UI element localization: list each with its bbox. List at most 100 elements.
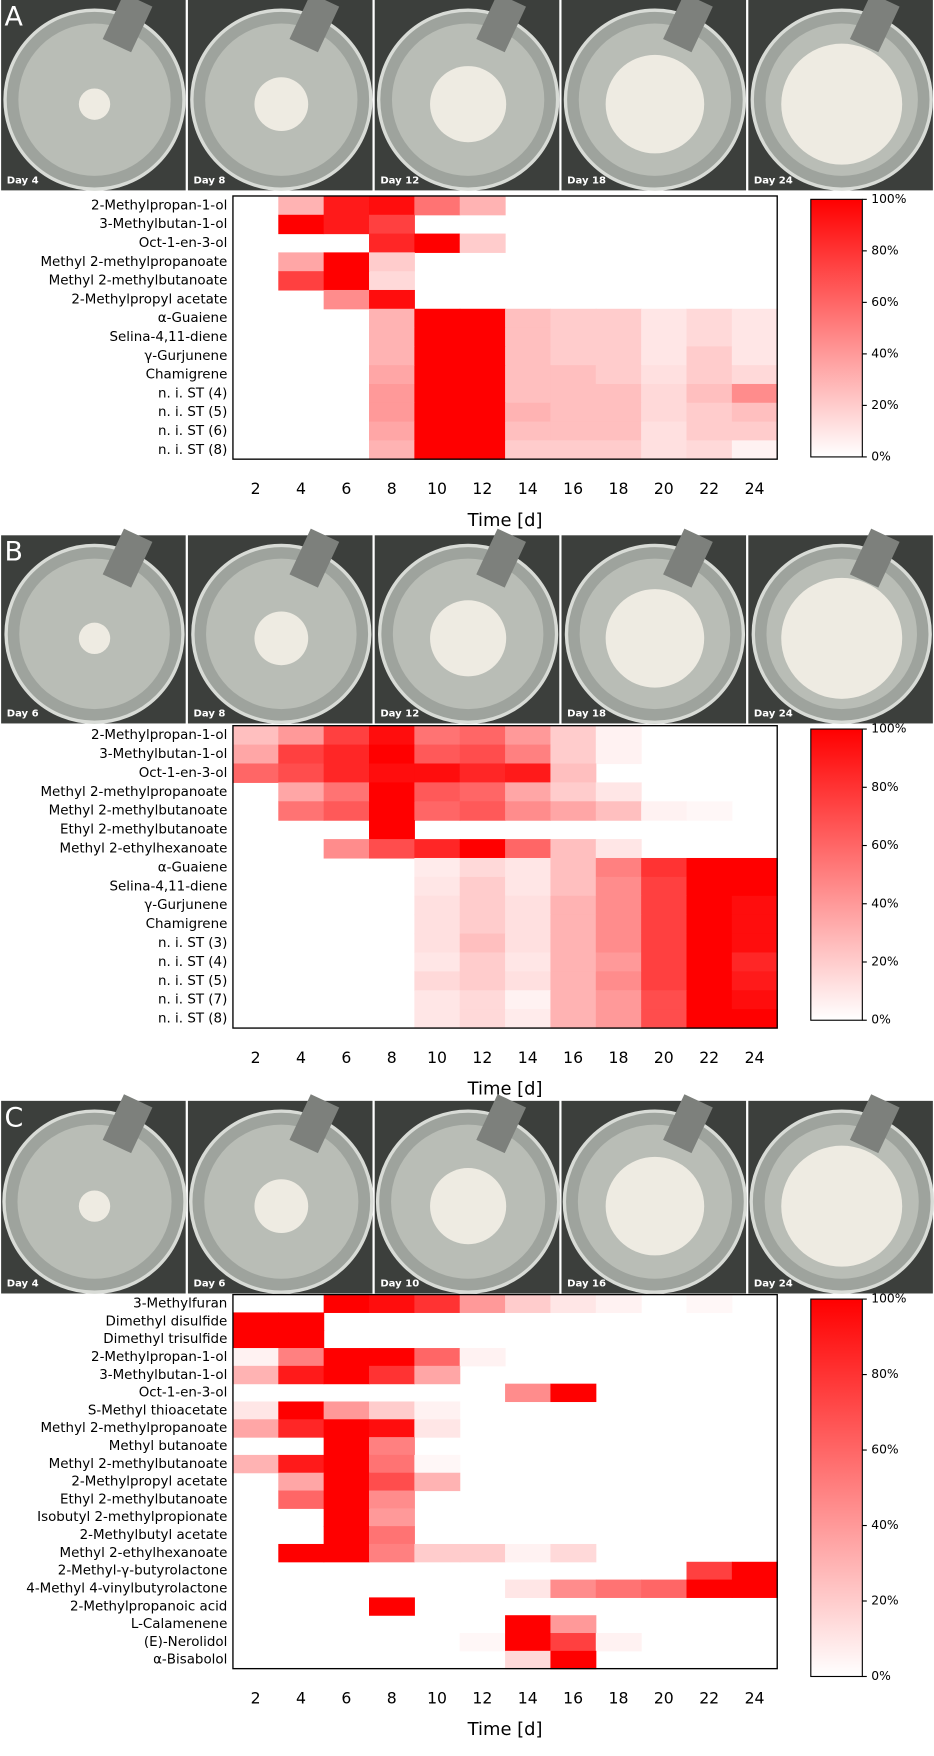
heatmap-cell — [732, 309, 778, 328]
panel-letter: B — [4, 537, 22, 568]
heatmap-cell — [505, 726, 551, 745]
x-tick-label: 22 — [699, 479, 719, 498]
heatmap-cell — [414, 896, 460, 915]
heatmap-cell — [687, 1562, 733, 1580]
heatmap-cell — [505, 971, 551, 990]
heatmap-cell — [596, 990, 642, 1009]
heatmap-cell — [324, 1455, 370, 1473]
heatmap-cell — [369, 440, 415, 459]
row-label: 3-Methylbutan-1-ol — [99, 747, 227, 762]
row-label: n. i. ST (3) — [158, 936, 227, 951]
heatmap-cell — [369, 1473, 415, 1491]
heatmap-cell — [278, 1312, 324, 1330]
heatmap-cell — [369, 745, 415, 764]
heatmap-cell — [233, 763, 279, 782]
heatmap-cell — [414, 403, 460, 422]
heatmap-cell — [550, 1615, 596, 1633]
heatmap-cell — [414, 234, 460, 253]
heatmap-cell — [596, 309, 642, 328]
heatmap-cell — [505, 1544, 551, 1562]
x-axis-title: Time [d] — [467, 1719, 543, 1740]
row-label: (E)-Nerolidol — [144, 1635, 227, 1650]
heatmap-cell — [732, 915, 778, 934]
heatmap-cell — [732, 440, 778, 459]
row-label: S-Methyl thioacetate — [88, 1403, 227, 1418]
row-label: 3-Methylbutan-1-ol — [99, 217, 227, 232]
heatmap-cell — [369, 1455, 415, 1473]
heatmap-cell — [732, 403, 778, 422]
heatmap-cell — [324, 271, 370, 290]
photo-label: Day 6 — [7, 708, 39, 719]
x-tick-label: 22 — [699, 1688, 719, 1707]
heatmap-cell — [505, 839, 551, 858]
photo-label: Day 12 — [380, 175, 419, 186]
heatmap-cell — [641, 1580, 687, 1598]
heatmap-cell — [414, 346, 460, 365]
x-tick-label: 18 — [608, 479, 628, 498]
heatmap-cell — [550, 952, 596, 971]
row-label: n. i. ST (5) — [158, 405, 227, 420]
x-tick-label: 24 — [745, 1048, 765, 1067]
heatmap-cell — [687, 896, 733, 915]
heatmap-cell — [550, 801, 596, 820]
heatmap-cell — [324, 1491, 370, 1509]
heatmap-cell — [369, 820, 415, 839]
heatmap-cell — [641, 403, 687, 422]
x-tick-label: 12 — [472, 1048, 492, 1067]
fungal-colony — [606, 589, 705, 688]
heatmap-cell — [641, 801, 687, 820]
row-label: γ-Gurjunene — [144, 898, 227, 913]
heatmap-cell — [233, 1312, 279, 1330]
heatmap-cell — [460, 309, 506, 328]
heatmap-cell — [278, 252, 324, 271]
photo-label: Day 12 — [380, 708, 419, 719]
photo-label: Day 8 — [194, 175, 226, 186]
heatmap-cell — [278, 196, 324, 215]
row-label: Methyl 2-methylbutanoate — [49, 274, 228, 289]
heatmap-cell — [324, 1401, 370, 1419]
heatmap-cell — [550, 328, 596, 347]
heatmap-cell — [324, 745, 370, 764]
heatmap-cell — [324, 215, 370, 234]
colorbar — [811, 1299, 863, 1676]
colorbar — [811, 199, 863, 457]
heatmap-cell — [732, 328, 778, 347]
heatmap-cell — [505, 745, 551, 764]
heatmap-cell — [732, 877, 778, 896]
heatmap-cell — [641, 346, 687, 365]
heatmap-cell — [369, 252, 415, 271]
heatmap-cell — [460, 1009, 506, 1028]
x-tick-label: 12 — [472, 1688, 492, 1707]
row-label: Methyl 2-ethylhexanoate — [60, 1546, 228, 1561]
heatmap-cell — [369, 763, 415, 782]
fungal-colony — [79, 88, 110, 119]
heatmap-cell — [596, 1633, 642, 1651]
row-label: Oct-1-en-3-ol — [139, 1386, 228, 1401]
colorbar-tick-label: 40% — [871, 346, 898, 360]
heatmap-cell — [324, 763, 370, 782]
heatmap-cell — [414, 440, 460, 459]
heatmap-cell — [233, 1348, 279, 1366]
photo-label: Day 18 — [567, 708, 606, 719]
heatmap-cell — [596, 877, 642, 896]
heatmap-cell — [550, 896, 596, 915]
row-label: 2-Methylpropyl acetate — [71, 292, 227, 307]
heatmap-cell — [460, 403, 506, 422]
heatmap-cell — [641, 877, 687, 896]
row-label: Oct-1-en-3-ol — [139, 236, 228, 251]
heatmap-cell — [596, 782, 642, 801]
heatmap-cell — [641, 934, 687, 953]
x-tick-label: 10 — [427, 1048, 447, 1067]
colorbar-tick-label: 40% — [871, 896, 898, 910]
heatmap-cell — [732, 858, 778, 877]
heatmap-cell — [369, 290, 415, 309]
heatmap-cell — [596, 440, 642, 459]
heatmap-cell — [505, 1384, 551, 1402]
row-label: 2-Methylpropanoic acid — [70, 1599, 227, 1614]
x-tick-label: 20 — [654, 479, 674, 498]
heatmap-cell — [687, 877, 733, 896]
heatmap-cell — [460, 763, 506, 782]
heatmap-cell — [369, 196, 415, 215]
heatmap-cell — [505, 1580, 551, 1598]
row-label: n. i. ST (8) — [158, 443, 227, 458]
